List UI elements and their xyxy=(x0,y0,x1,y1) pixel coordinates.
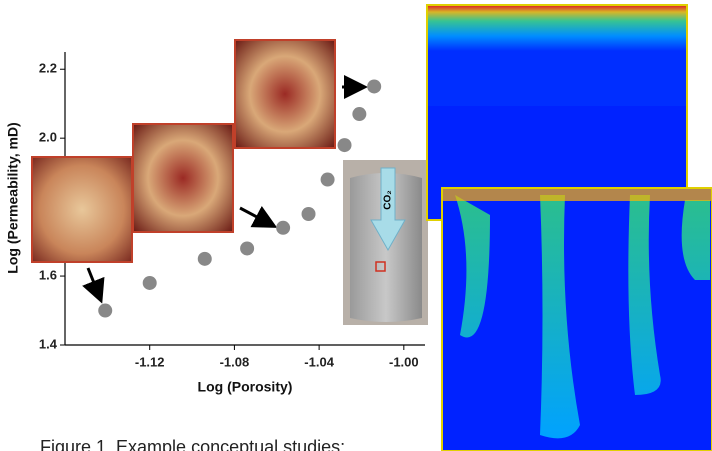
data-point xyxy=(367,79,381,93)
data-point xyxy=(276,221,290,235)
simulation-top xyxy=(443,189,711,201)
y-axis-label: Log (Permeability, mD) xyxy=(5,122,21,273)
rock-images xyxy=(32,40,362,298)
data-point xyxy=(98,304,112,318)
simulation-images xyxy=(427,5,712,451)
y-tick-label: 1.4 xyxy=(39,336,58,351)
rock-cube xyxy=(32,157,132,262)
simulation-fingers xyxy=(428,6,686,106)
data-point xyxy=(143,276,157,290)
arrow xyxy=(240,208,272,225)
data-point xyxy=(240,241,254,255)
data-point xyxy=(338,138,352,152)
rock-cube xyxy=(133,124,233,232)
x-tick-label: -1.08 xyxy=(220,354,250,369)
y-tick-label: 2.2 xyxy=(39,61,57,76)
figure: Log (Porosity) Log (Permeability, mD) 1.… xyxy=(0,0,712,451)
arrow xyxy=(88,268,100,298)
caption: Figure 1. Example conceptual studies: xyxy=(40,437,345,451)
data-point xyxy=(352,107,366,121)
y-tick-label: 1.6 xyxy=(39,267,57,282)
data-point xyxy=(302,207,316,221)
x-tick-label: -1.12 xyxy=(135,354,165,369)
core-label: CO₂ xyxy=(383,190,394,209)
x-tick-label: -1.04 xyxy=(304,354,334,369)
x-axis-label: Log (Porosity) xyxy=(198,379,293,395)
rock-cube xyxy=(235,40,335,148)
y-tick-label: 2.0 xyxy=(39,130,57,145)
data-point xyxy=(198,252,212,266)
core-photo: CO₂ xyxy=(343,160,428,325)
x-tick-label: -1.00 xyxy=(389,354,419,369)
data-point xyxy=(321,173,335,187)
